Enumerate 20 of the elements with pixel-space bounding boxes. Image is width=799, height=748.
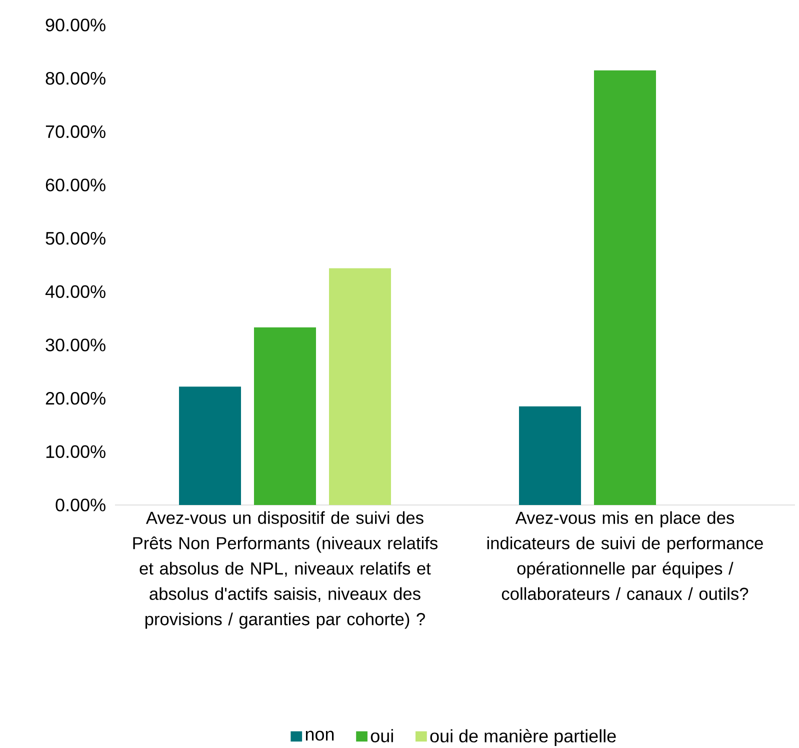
bar	[254, 327, 316, 505]
y-tick-label: 0.00%	[56, 498, 106, 512]
bar	[594, 70, 656, 505]
y-tick-label: 40.00%	[45, 285, 106, 298]
y-tick-label: 50.00%	[46, 232, 106, 245]
y-tick-label: 30.00%	[46, 338, 106, 352]
legend-label: oui de manière partielle	[430, 729, 616, 746]
x-tick-label: Avez-vous un dispositif de suivi des Prêts Non Performants (niveaux relatifs et absolus de NPL, niveaux relatifs et absolus d'actifs saisis, niveaux des provisions / garanties par cohorte) ?	[133, 511, 438, 629]
y-tick-label: 60.00%	[46, 178, 106, 192]
bar	[329, 268, 392, 505]
bar	[519, 406, 581, 505]
y-tick-label: 90.00%	[46, 18, 106, 32]
legend-label: oui	[370, 729, 393, 742]
x-tick-label: Avez-vous mis en place des indicateurs de suivi de performance opérationnelle par équipes / collaborateurs / canaux / outils?	[487, 511, 763, 600]
y-tick-label: 10.00%	[46, 445, 106, 458]
y-tick-label: 80.00%	[46, 72, 106, 85]
bar	[179, 386, 241, 505]
y-tick-label: 70.00%	[46, 125, 106, 138]
y-tick-label: 20.00%	[46, 392, 106, 405]
legend-label: non	[306, 730, 334, 741]
